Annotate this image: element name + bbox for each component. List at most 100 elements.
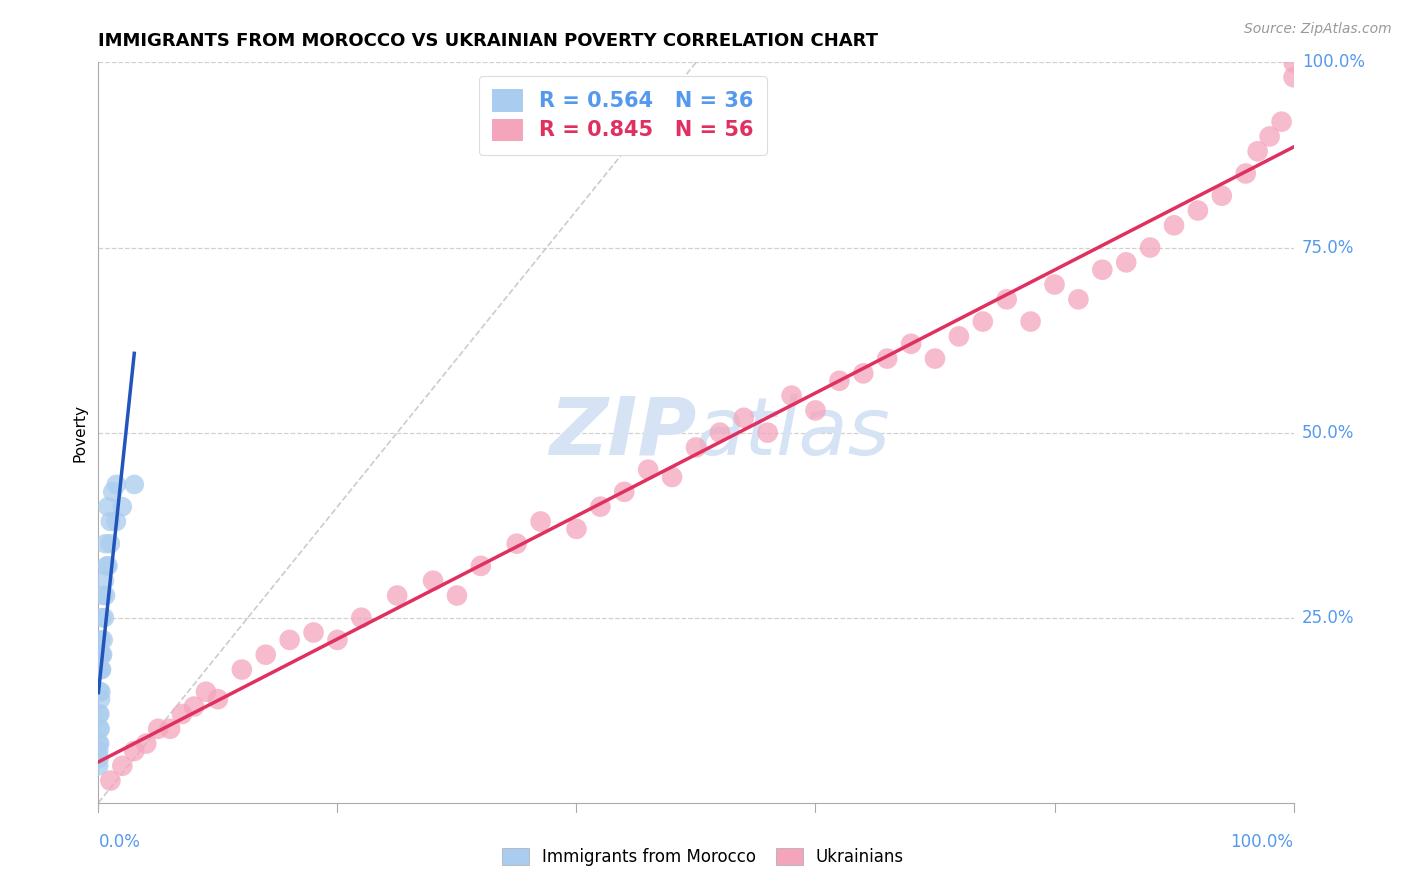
Point — [506, 536, 529, 550]
Point — [89, 706, 111, 721]
Point — [101, 484, 124, 499]
Text: 100.0%: 100.0% — [1230, 833, 1294, 851]
Point — [124, 744, 146, 758]
Point — [90, 663, 112, 677]
Point — [87, 706, 110, 721]
Point — [97, 558, 120, 573]
Point — [89, 751, 111, 765]
Point — [195, 685, 218, 699]
Point — [1019, 314, 1042, 328]
Point — [470, 558, 492, 573]
Point — [995, 293, 1018, 307]
Point — [446, 589, 468, 603]
Point — [972, 314, 994, 328]
Point — [565, 522, 588, 536]
Point — [91, 648, 114, 662]
Point — [159, 722, 181, 736]
Point — [1187, 203, 1209, 218]
Legend: R = 0.564   N = 36, R = 0.845   N = 56: R = 0.564 N = 36, R = 0.845 N = 56 — [478, 76, 768, 155]
Text: ZIP: ZIP — [548, 393, 696, 472]
Point — [1163, 219, 1185, 233]
Point — [124, 477, 146, 491]
Point — [1258, 129, 1281, 144]
Point — [1282, 70, 1305, 85]
Point — [87, 758, 110, 772]
Point — [89, 737, 111, 751]
Point — [172, 706, 194, 721]
Point — [135, 737, 157, 751]
Point — [111, 758, 134, 772]
Point — [254, 648, 277, 662]
Text: 25.0%: 25.0% — [1302, 608, 1354, 627]
Point — [97, 500, 120, 514]
Point — [924, 351, 946, 366]
Point — [90, 663, 112, 677]
Point — [530, 515, 553, 529]
Point — [93, 574, 115, 588]
Point — [91, 632, 114, 647]
Point — [589, 500, 612, 514]
Point — [111, 500, 134, 514]
Point — [278, 632, 301, 647]
Point — [302, 625, 325, 640]
Point — [1091, 262, 1114, 277]
Point — [96, 558, 118, 573]
Point — [733, 410, 755, 425]
Point — [709, 425, 731, 440]
Point — [183, 699, 205, 714]
Point — [828, 374, 851, 388]
Point — [105, 515, 128, 529]
Point — [852, 367, 875, 381]
Y-axis label: Poverty: Poverty — [72, 403, 87, 462]
Text: 100.0%: 100.0% — [1302, 54, 1365, 71]
Point — [422, 574, 444, 588]
Point — [661, 470, 683, 484]
Point — [780, 388, 803, 402]
Point — [1067, 293, 1090, 307]
Point — [98, 773, 122, 788]
Point — [613, 484, 636, 499]
Point — [1271, 114, 1294, 128]
Point — [89, 722, 111, 736]
Point — [91, 610, 114, 624]
Point — [231, 663, 253, 677]
Point — [87, 744, 110, 758]
Point — [1043, 277, 1066, 292]
Point — [350, 610, 373, 624]
Point — [91, 648, 114, 662]
Point — [948, 329, 970, 343]
Point — [94, 589, 117, 603]
Point — [1115, 255, 1137, 269]
Point — [207, 692, 229, 706]
Text: IMMIGRANTS FROM MOROCCO VS UKRAINIAN POVERTY CORRELATION CHART: IMMIGRANTS FROM MOROCCO VS UKRAINIAN POV… — [98, 32, 879, 50]
Point — [90, 685, 112, 699]
Text: atlas: atlas — [696, 393, 891, 472]
Point — [89, 648, 111, 662]
Point — [91, 589, 114, 603]
Point — [685, 441, 707, 455]
Text: Source: ZipAtlas.com: Source: ZipAtlas.com — [1244, 22, 1392, 37]
Point — [1211, 188, 1233, 202]
Point — [90, 632, 112, 647]
Point — [89, 722, 111, 736]
Point — [98, 515, 122, 529]
Point — [637, 462, 659, 476]
Point — [756, 425, 779, 440]
Point — [93, 610, 115, 624]
Point — [1282, 55, 1305, 70]
Point — [94, 536, 117, 550]
Point — [900, 336, 922, 351]
Point — [89, 663, 111, 677]
Point — [326, 632, 349, 647]
Point — [89, 685, 111, 699]
Text: 75.0%: 75.0% — [1302, 238, 1354, 257]
Point — [1234, 166, 1257, 180]
Point — [876, 351, 898, 366]
Text: 50.0%: 50.0% — [1302, 424, 1354, 442]
Point — [1139, 240, 1161, 255]
Point — [804, 403, 827, 417]
Legend: Immigrants from Morocco, Ukrainians: Immigrants from Morocco, Ukrainians — [494, 840, 912, 875]
Point — [148, 722, 170, 736]
Point — [385, 589, 409, 603]
Text: 0.0%: 0.0% — [98, 833, 141, 851]
